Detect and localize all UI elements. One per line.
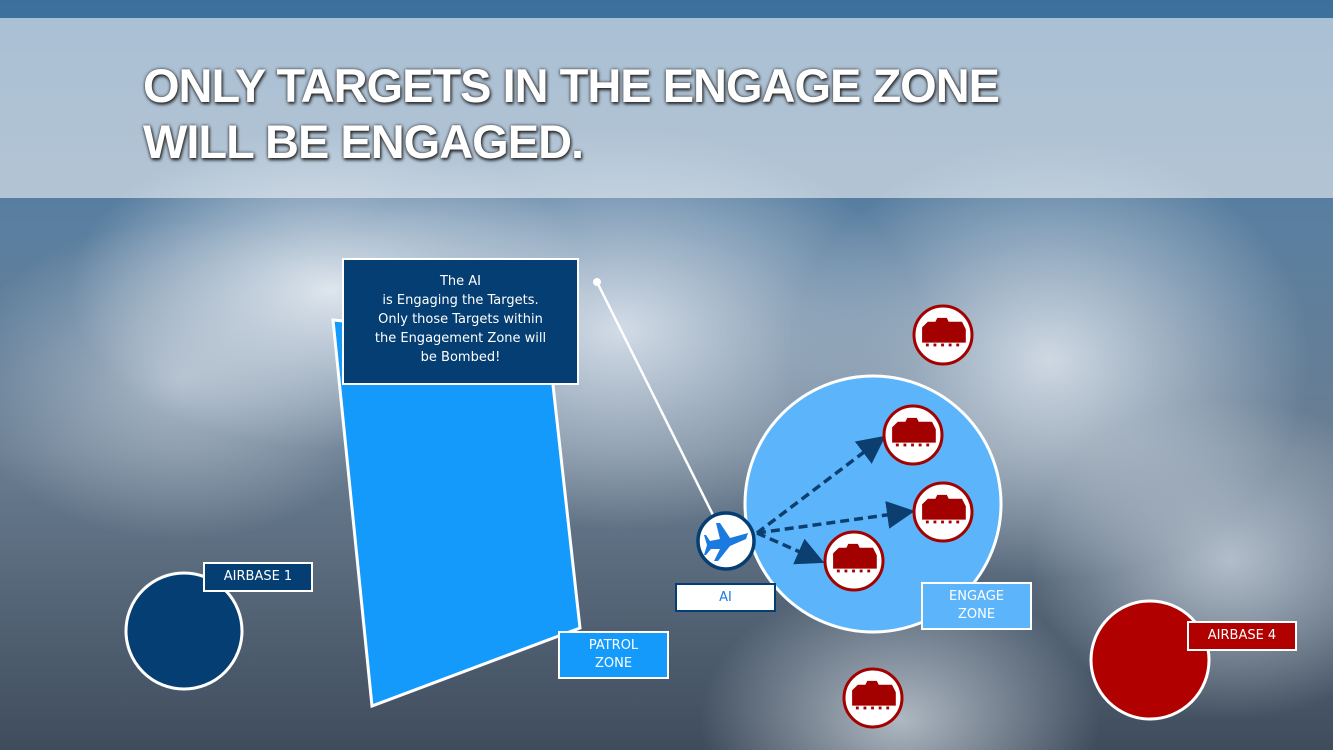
callout-line: is Engaging the Targets. <box>382 293 539 308</box>
airbase-4-marker <box>1089 599 1211 721</box>
attack-arrow-1 <box>755 435 886 535</box>
airbase-4-label: AIRBASE 4 <box>1187 621 1297 651</box>
target-inside-3 <box>823 530 885 592</box>
patrol-zone-text-2: ZONE <box>594 656 633 671</box>
title-line-2: WILL BE ENGAGED. <box>143 115 584 168</box>
engage-zone-label: ENGAGE ZONE <box>921 582 1032 630</box>
airbase-4-text: AIRBASE 4 <box>1207 628 1277 643</box>
callout-line: be Bombed! <box>420 350 501 365</box>
target-outside-top <box>912 304 974 366</box>
callout-line: Only those Targets within <box>378 312 543 327</box>
airbase-1-text: AIRBASE 1 <box>223 569 293 584</box>
ai-label: AI <box>675 583 776 612</box>
patrol-zone-text-1: PATROL <box>588 638 639 653</box>
armored-vehicle-icon <box>922 317 966 347</box>
attack-arrow-3 <box>756 531 825 565</box>
patrol-zone-label: PATROL ZONE <box>558 631 669 679</box>
callout-box: The AI is Engaging the Targets. Only tho… <box>342 258 579 385</box>
callout-pointer <box>595 281 716 518</box>
title-line-1: ONLY TARGETS IN THE ENGAGE ZONE <box>143 59 1000 112</box>
callout-line: the Engagement Zone will <box>374 331 547 346</box>
engage-zone-text-1: ENGAGE <box>949 589 1004 604</box>
callout-pointer-dot <box>593 278 601 286</box>
armored-vehicle-icon <box>852 680 896 710</box>
attack-arrows <box>755 435 915 565</box>
armored-vehicle-icon <box>892 417 936 447</box>
target-inside-2 <box>912 481 974 543</box>
airbase-1-label: AIRBASE 1 <box>203 562 313 592</box>
airbase-1-marker <box>124 571 244 691</box>
engage-zone-text-2: ZONE <box>957 607 996 622</box>
ai-aircraft-marker <box>696 511 756 571</box>
callout-line: The AI <box>439 274 482 289</box>
armored-vehicle-icon <box>922 494 966 524</box>
title-band <box>0 18 1333 198</box>
target-inside-1 <box>882 404 944 466</box>
armored-vehicle-icon <box>833 543 877 573</box>
slide-title: ONLY TARGETS IN THE ENGAGE ZONE WILL BE E… <box>143 58 1000 170</box>
ai-text: AI <box>719 589 732 605</box>
fighter-jet-icon <box>704 523 748 561</box>
target-outside-bottom <box>842 667 904 729</box>
attack-arrow-2 <box>756 501 915 535</box>
